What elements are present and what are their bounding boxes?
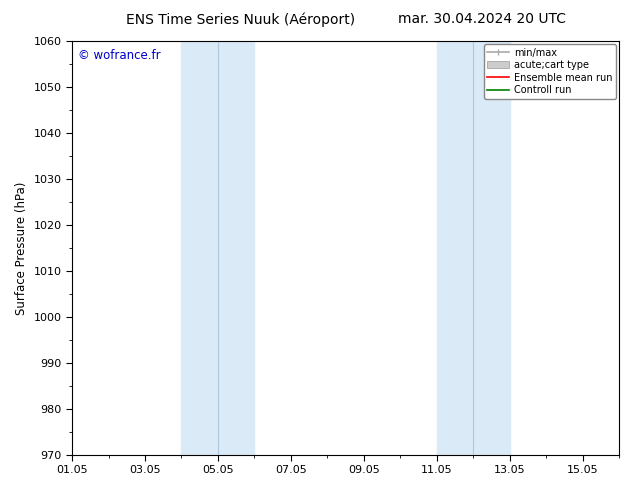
- Bar: [218, 41, 254, 455]
- Legend: min/max, acute;cart type, Ensemble mean run, Controll run: min/max, acute;cart type, Ensemble mean …: [484, 44, 616, 99]
- Y-axis label: Surface Pressure (hPa): Surface Pressure (hPa): [15, 181, 28, 315]
- Text: mar. 30.04.2024 20 UTC: mar. 30.04.2024 20 UTC: [398, 12, 566, 26]
- Bar: [473, 41, 510, 455]
- Text: ENS Time Series Nuuk (Aéroport): ENS Time Series Nuuk (Aéroport): [126, 12, 356, 27]
- Text: © wofrance.fr: © wofrance.fr: [77, 49, 160, 62]
- Bar: [181, 41, 218, 455]
- Bar: [437, 41, 473, 455]
